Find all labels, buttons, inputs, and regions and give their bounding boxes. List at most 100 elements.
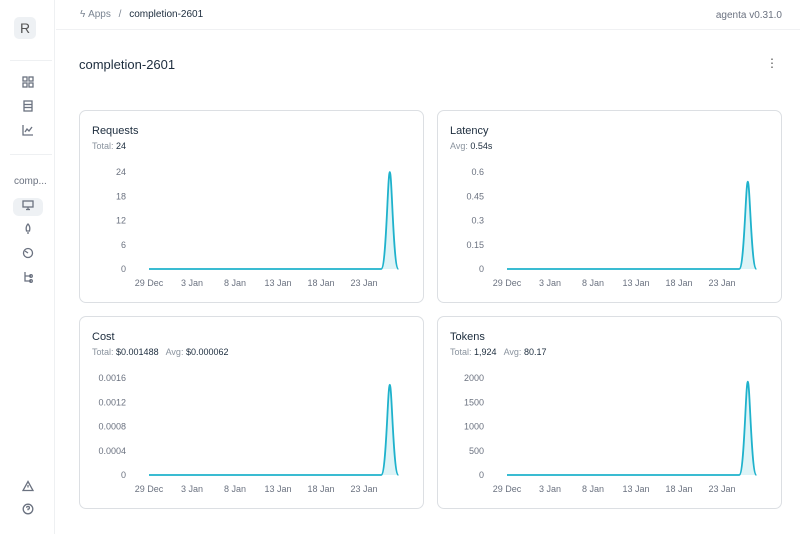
card-stats: Avg: 0.54s	[450, 141, 492, 151]
metric-card-latency: Latency Avg: 0.54s 0 0.15 0.3 0.45 0.6 29 Dec 3 …	[437, 110, 782, 303]
x-tick-label: 13 Jan	[622, 484, 649, 494]
x-tick-label: 13 Jan	[264, 484, 291, 494]
y-tick-label: 500	[469, 446, 484, 456]
card-title: Requests	[92, 125, 139, 137]
y-tick-label: 2000	[464, 373, 484, 383]
y-tick-label: 0	[121, 264, 126, 274]
x-tick-label: 18 Jan	[665, 484, 692, 494]
x-tick-label: 18 Jan	[307, 278, 334, 288]
series-area	[149, 172, 399, 269]
metric-card-cost: Cost Total: $0.001488 Avg: $0.000062 0 0.00…	[79, 316, 424, 509]
rocket-icon[interactable]	[19, 222, 37, 240]
breadcrumb-current: completion-2601	[129, 9, 204, 20]
card-title: Latency	[450, 125, 489, 137]
table-icon[interactable]	[19, 99, 37, 117]
x-tick-label: 18 Jan	[665, 278, 692, 288]
stat-label: Total:	[92, 141, 114, 151]
breadcrumb: ϟ Apps / completion-2601	[80, 9, 203, 20]
version-label: agenta v0.31.0	[715, 10, 782, 21]
series-area	[149, 384, 399, 475]
x-tick-label: 18 Jan	[307, 484, 334, 494]
stat-label: Avg:	[450, 141, 468, 151]
x-tick-label: 23 Jan	[708, 484, 735, 494]
x-tick-label: 23 Jan	[708, 278, 735, 288]
y-tick-label: 0.6	[471, 167, 484, 177]
y-tick-label: 12	[116, 216, 126, 226]
stat-label: Total:	[92, 347, 114, 357]
series-line	[149, 383, 400, 476]
x-tick-label: 23 Jan	[350, 484, 377, 494]
card-title: Tokens	[450, 331, 485, 343]
bolt-icon: ϟ	[80, 9, 86, 20]
y-tick-label: 0.0016	[98, 373, 126, 383]
y-tick-label: 0.0008	[98, 422, 126, 432]
metric-card-tokens: Tokens Total: 1,924 Avg: 80.17 0 500 1000 150…	[437, 316, 782, 509]
x-tick-label: 13 Jan	[264, 278, 291, 288]
breadcrumb-separator: /	[118, 9, 122, 20]
flow-icon[interactable]	[19, 270, 37, 288]
sidebar: R comp...	[0, 0, 55, 534]
stat-value: $0.001488	[116, 347, 159, 357]
app-name-short[interactable]: comp...	[14, 176, 47, 187]
y-tick-label: 0.45	[466, 191, 484, 201]
stat-value: 80.17	[523, 347, 547, 357]
x-tick-label: 29 Dec	[493, 278, 522, 288]
stat-value: 0.54s	[470, 141, 493, 151]
chart: 0 0.0004 0.0008 0.0012 0.0016 29 Dec 3 Jan 8 Ja…	[98, 373, 400, 494]
y-tick-label: 0.3	[471, 216, 484, 226]
x-tick-label: 3 Jan	[181, 484, 203, 494]
chart: 0 500 1000 1500 2000 29 Dec 3 Jan 8 Jan 13 Jan 18…	[464, 373, 758, 494]
card-stats: Total: 1,924 Avg: 80.17	[450, 347, 546, 357]
x-tick-label: 3 Jan	[181, 278, 203, 288]
x-tick-label: 29 Dec	[135, 278, 164, 288]
y-tick-label: 1000	[464, 422, 484, 432]
divider	[10, 154, 52, 155]
x-tick-label: 8 Jan	[224, 484, 246, 494]
chart: 0 6 12 18 24 29 Dec 3 Jan 8 Jan 13 Jan 18 Jan 23 J…	[116, 167, 400, 288]
x-tick-label: 8 Jan	[582, 484, 604, 494]
card-stats: Total: $0.001488 Avg: $0.000062	[92, 347, 229, 357]
y-tick-label: 6	[121, 240, 126, 250]
series-area	[507, 181, 757, 269]
gauge-icon[interactable]	[19, 246, 37, 264]
series-line	[507, 180, 758, 270]
series-line	[149, 171, 400, 270]
y-tick-label: 0.15	[466, 240, 484, 250]
y-tick-label: 0	[121, 470, 126, 480]
metric-card-requests: Requests Total: 24 0 6 12 18 24 29 Dec 3 Jan 8 Ja…	[79, 110, 424, 303]
y-tick-label: 0.0012	[98, 397, 126, 407]
page-title: completion-2601	[79, 57, 176, 72]
y-tick-label: 1500	[464, 397, 484, 407]
chart: 0 0.15 0.3 0.45 0.6 29 Dec 3 Jan 8 Jan 13 Jan 18 …	[466, 167, 758, 288]
top-bar: ϟ Apps / completion-2601 agenta v0.31.0	[56, 0, 800, 30]
divider	[10, 60, 52, 61]
x-tick-label: 8 Jan	[582, 278, 604, 288]
x-tick-label: 3 Jan	[539, 278, 561, 288]
org-avatar[interactable]: R	[14, 17, 36, 39]
stat-value: 24	[116, 141, 127, 151]
x-tick-label: 13 Jan	[622, 278, 649, 288]
y-tick-label: 18	[116, 191, 126, 201]
stat-value: 1,924	[474, 347, 497, 357]
y-tick-label: 0.0004	[98, 446, 126, 456]
x-tick-label: 29 Dec	[493, 484, 522, 494]
more-options-icon[interactable]: ⋮	[766, 56, 778, 70]
card-title: Cost	[92, 331, 115, 343]
help-icon[interactable]	[19, 502, 37, 520]
series-area	[507, 381, 757, 475]
x-tick-label: 3 Jan	[539, 484, 561, 494]
card-stats: Total: 24	[92, 141, 126, 151]
grid-icon[interactable]	[19, 75, 37, 93]
stat-value: $0.000062	[185, 347, 229, 357]
y-tick-label: 24	[116, 167, 126, 177]
monitor-icon[interactable]	[13, 198, 43, 216]
breadcrumb-apps[interactable]: Apps	[88, 9, 111, 20]
warning-icon[interactable]	[19, 479, 37, 497]
y-tick-label: 0	[479, 264, 484, 274]
x-tick-label: 29 Dec	[135, 484, 164, 494]
stat-label: Avg:	[165, 347, 184, 357]
series-line	[507, 380, 758, 476]
chart-icon[interactable]	[19, 123, 37, 141]
x-tick-label: 23 Jan	[350, 278, 377, 288]
y-tick-label: 0	[479, 470, 484, 480]
